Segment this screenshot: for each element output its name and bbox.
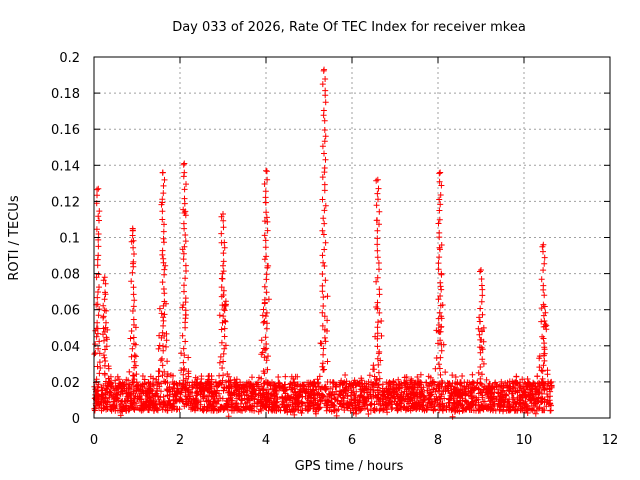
x-tick-label: 10 [516, 433, 533, 448]
y-tick-label: 0.04 [51, 340, 80, 355]
x-tick-label: 0 [90, 433, 98, 448]
axis-ticks [93, 56, 611, 419]
y-tick-label: 0.2 [59, 51, 80, 66]
peak-point [437, 169, 444, 176]
grid-lines [94, 57, 610, 418]
roti-points [91, 67, 555, 420]
x-tick-label: 8 [434, 433, 442, 448]
y-tick-label: 0 [72, 412, 80, 427]
peak-point [101, 274, 108, 281]
chart-title: Day 033 of 2026, Rate Of TEC Index for r… [172, 20, 526, 35]
peak-point [181, 160, 188, 167]
x-axis-label: GPS time / hours [295, 459, 404, 474]
y-tick-label: 0.02 [51, 376, 80, 391]
peak-point [220, 211, 226, 218]
x-tick-label: 2 [176, 433, 184, 448]
peak-point [263, 167, 269, 174]
y-tick-label: 0.16 [51, 123, 80, 138]
peak-point [321, 66, 328, 73]
y-tick-labels: 0 0.02 0.04 0.06 0.08 0.1 0.12 0.14 0.16 0.18 0.2 [51, 51, 80, 427]
peak-point [540, 241, 547, 248]
peak-point [159, 169, 166, 176]
y-tick-label: 0.1 [59, 232, 80, 247]
y-tick-label: 0.08 [51, 268, 80, 283]
peak-point [374, 176, 381, 183]
peak-point [95, 185, 102, 192]
y-tick-label: 0.14 [51, 159, 80, 174]
peak-point [478, 266, 484, 273]
peak-point [129, 225, 136, 232]
y-tick-label: 0.12 [51, 195, 80, 210]
x-tick-label: 6 [348, 433, 356, 448]
x-tick-label: 4 [262, 433, 270, 448]
y-tick-label: 0.06 [51, 304, 80, 319]
x-tick-label: 12 [602, 433, 619, 448]
y-tick-label: 0.18 [51, 87, 80, 102]
y-axis-label: ROTI / TECUs [7, 195, 22, 280]
x-tick-labels: 0 2 4 6 8 10 12 [90, 433, 618, 448]
data-points [91, 66, 555, 420]
